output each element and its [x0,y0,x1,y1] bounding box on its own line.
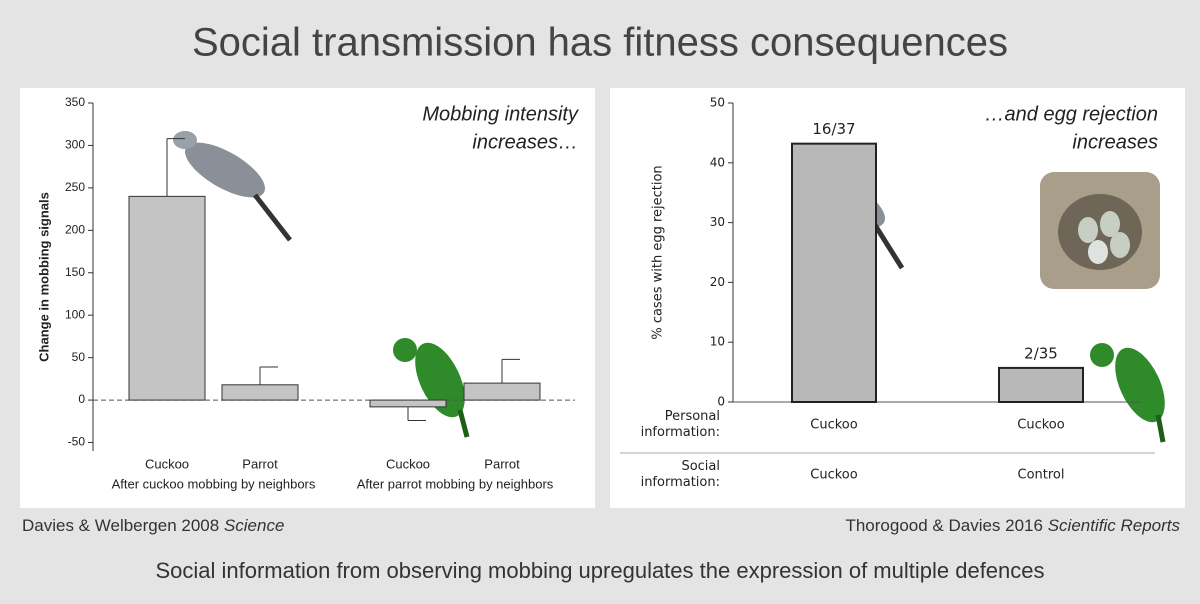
y-tick-label: -50 [68,435,86,449]
annotation: increases… [472,131,578,153]
y-axis-label: % cases with egg rejection [651,165,666,339]
bar [128,195,206,401]
parrot-illustration [393,338,470,438]
bar [369,399,447,408]
x-tick-label: Cuckoo [810,418,857,433]
x-tick-label: Parrot [242,456,278,471]
error-bar [259,366,278,385]
value-label: 16/37 [812,120,855,138]
citation: Thorogood & Davies 2016 Scientific Repor… [845,516,1180,535]
x-tick-label: Cuckoo [386,456,430,471]
y-tick-label: 40 [710,155,725,169]
y-tick-label: 0 [78,392,85,406]
row-label: Social information: [640,459,720,490]
y-tick-label: 250 [65,180,85,194]
x-tick-label: Control [1018,468,1065,483]
x-tick-label: Parrot [484,456,520,471]
x-tick-label: Cuckoo [810,468,857,483]
citation: Davies & Welbergen 2008 Science [22,516,284,535]
error-bar [407,406,426,421]
bar [791,142,877,403]
group-label: After parrot mobbing by neighbors [357,476,554,491]
y-tick-label: 50 [710,96,725,110]
bar [463,382,541,401]
row-label: Personal information: [640,409,720,440]
x-tick-label: Cuckoo [1017,418,1064,433]
annotation: Mobbing intensity [422,103,579,125]
nest-photo [1040,172,1160,289]
y-tick-label: 300 [65,138,85,152]
citation-authors: Davies & Welbergen 2008 [22,516,219,535]
y-tick-label: 20 [710,275,725,289]
group-label: After cuckoo mobbing by neighbors [112,476,316,491]
y-axis-label: Change in mobbing signals [36,192,51,362]
value-label: 2/35 [1024,344,1058,362]
y-tick-label: 100 [65,307,85,321]
annotation: increases [1072,131,1158,153]
error-bar [166,138,185,197]
y-tick-label: 200 [65,222,85,236]
left-panel [20,88,595,508]
cuckoo-illustration [173,131,292,242]
y-tick-label: 150 [65,265,85,279]
y-tick-label: 30 [710,215,725,229]
parrot-illustration [1090,343,1166,443]
y-tick-label: 50 [72,350,86,364]
bar [221,384,299,401]
error-bar [501,358,520,384]
y-tick-label: 0 [717,395,725,409]
annotation: …and egg rejection [985,103,1158,125]
x-tick-label: Cuckoo [145,456,189,471]
citation-journal: Scientific Reports [1048,516,1181,535]
y-tick-label: 10 [710,335,725,349]
footer: Social information from observing mobbin… [155,558,1044,583]
citation-journal: Science [224,516,284,535]
slide-title: Social transmission has fitness conseque… [192,21,1008,65]
citation-authors: Thorogood & Davies 2016 [845,516,1043,535]
right-panel [610,88,1185,508]
y-tick-label: 350 [65,95,85,109]
bar [998,366,1084,403]
